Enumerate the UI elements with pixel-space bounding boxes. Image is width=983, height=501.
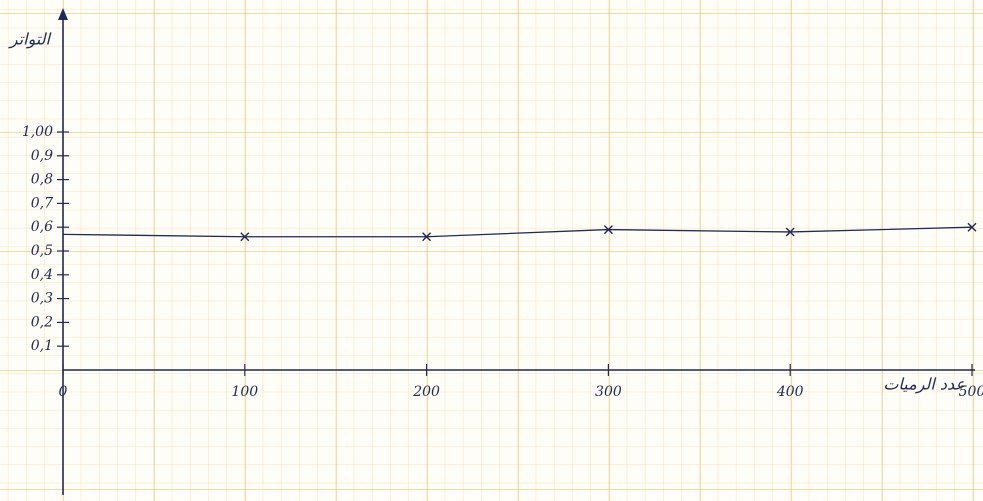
y-tick-label: 1,00	[22, 124, 53, 140]
y-tick-label: 0,3	[31, 291, 53, 307]
y-axis-label: التواتر	[8, 30, 52, 49]
y-tick-label: 0,7	[31, 195, 53, 211]
point-cross	[785, 227, 795, 237]
y-tick-label: 0,5	[31, 243, 53, 259]
x-tick-label: 200	[412, 384, 440, 400]
y-tick-label: 0,8	[31, 172, 53, 188]
x-tick-label: 500	[959, 384, 983, 400]
x-tick-label: 0	[59, 384, 68, 400]
point-cross	[967, 222, 977, 232]
point-cross	[603, 225, 613, 235]
point-cross	[422, 232, 432, 242]
y-arrow	[58, 8, 68, 20]
x-tick-label: 100	[231, 384, 258, 400]
y-tick-label: 0,1	[31, 338, 53, 354]
y-tick-label: 0,6	[31, 219, 53, 235]
y-tick-label: 0,9	[31, 148, 53, 164]
y-tick-label: 0,2	[31, 314, 53, 330]
point-cross	[240, 232, 250, 242]
y-tick-label: 0,4	[31, 267, 53, 283]
x-tick-label: 400	[776, 384, 804, 400]
data-line	[62, 226, 973, 238]
x-axis-label: عدد الرميات	[883, 375, 965, 394]
x-tick-label: 300	[595, 384, 622, 400]
